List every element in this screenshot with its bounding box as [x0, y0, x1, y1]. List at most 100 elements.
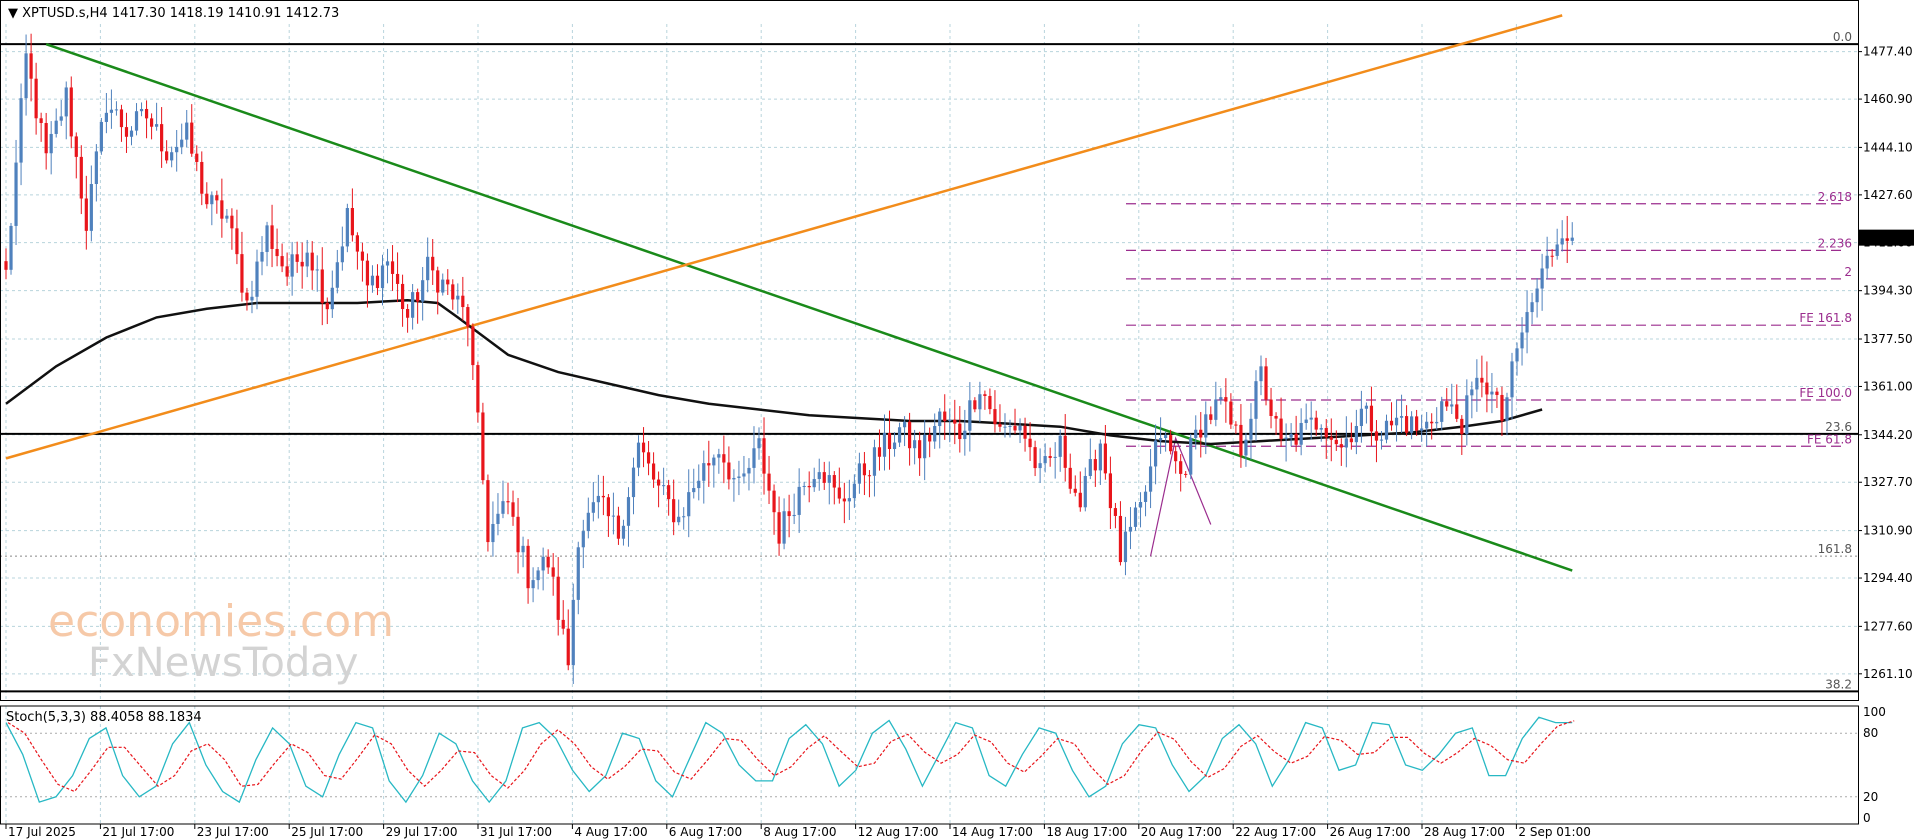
candle-body	[69, 87, 73, 137]
candle-body	[44, 123, 48, 154]
candle-body	[1394, 417, 1399, 426]
candle-body	[902, 421, 907, 428]
candle-body	[79, 156, 83, 199]
candle-body	[144, 108, 149, 119]
candle-body	[285, 266, 289, 277]
candle-body	[923, 434, 927, 459]
candle-body	[1274, 415, 1278, 419]
candle-body	[325, 302, 329, 310]
candle-body	[837, 487, 841, 499]
ret-label-3: 38.2	[1825, 677, 1852, 691]
fib-label-5: FE 61.8	[1807, 432, 1852, 446]
candle-body	[1123, 531, 1128, 563]
candle-body	[1098, 443, 1102, 471]
candle-body	[702, 463, 706, 481]
candle-body	[677, 516, 681, 523]
candle-body	[852, 483, 856, 499]
candle-body	[682, 516, 686, 518]
frame	[0, 0, 1859, 825]
axes: 1477.401460.901444.101427.601411.001394.…	[5, 45, 1914, 839]
candle-body	[611, 515, 616, 517]
candle-body	[1028, 438, 1032, 448]
candle-body	[1264, 366, 1268, 400]
candle-body	[14, 162, 18, 226]
fib-label-4: FE 100.0	[1799, 386, 1852, 400]
candle-body	[496, 513, 500, 524]
candle-body	[255, 261, 259, 297]
candle-body	[672, 499, 676, 523]
candle-body	[129, 130, 134, 137]
candle-body	[481, 412, 485, 481]
candle-body	[1309, 417, 1313, 420]
candle-body	[521, 545, 525, 553]
candle-body	[160, 124, 164, 152]
candle-body	[581, 531, 585, 548]
trendline-orange[interactable]	[5, 14, 1563, 460]
candle-body	[1339, 444, 1343, 448]
fib-label-3: FE 161.8	[1799, 311, 1852, 325]
ret-label-0: 0.0	[1833, 30, 1852, 44]
candle-body	[355, 235, 359, 252]
x-tick-label-8: 8 Aug 17:00	[763, 825, 836, 839]
candle-body	[300, 261, 304, 267]
candle-body	[175, 146, 179, 153]
candle-body	[1555, 244, 1559, 256]
candle-body	[426, 256, 430, 281]
candle-body	[892, 442, 897, 450]
candle-body	[1314, 417, 1318, 430]
candle-body	[139, 108, 144, 112]
trendline-green[interactable]	[45, 42, 1573, 572]
candle-body	[360, 251, 365, 261]
y-tick-label-7: 1361.00	[1863, 379, 1913, 393]
y-tick-label-5: 1394.30	[1863, 284, 1913, 298]
candle-body	[812, 479, 816, 488]
x-tick-label-1: 21 Jul 17:00	[102, 825, 174, 839]
candle-body	[1143, 491, 1148, 502]
candle-body	[29, 53, 33, 79]
candle-body	[526, 545, 530, 589]
candle-body	[4, 261, 8, 270]
trendlines[interactable]	[5, 14, 1573, 572]
candle-body	[817, 472, 821, 480]
candle-body	[707, 463, 711, 466]
candle-body	[1239, 424, 1243, 456]
x-tick-label-9: 12 Aug 17:00	[858, 825, 939, 839]
candle-body	[1440, 401, 1444, 422]
candle-body	[225, 215, 229, 219]
candle-body	[1219, 397, 1223, 400]
candle-body	[531, 580, 535, 589]
candle-body	[1113, 508, 1118, 516]
fib-zigzag	[1149, 436, 1212, 557]
candle-body	[370, 275, 375, 286]
y-tick-label-12: 1277.60	[1863, 619, 1913, 633]
candle-body	[1399, 416, 1404, 418]
candle-body	[335, 262, 339, 288]
candle-body	[551, 567, 555, 577]
last-price-tag	[1859, 229, 1914, 246]
candle-body	[350, 208, 354, 236]
candle-body	[857, 463, 861, 484]
candle-body	[596, 495, 600, 503]
candle-body	[797, 486, 801, 515]
x-tick-label-15: 28 Aug 17:00	[1424, 825, 1505, 839]
candle-body	[737, 476, 741, 478]
candle-body	[556, 576, 560, 620]
candle-body	[1008, 425, 1012, 427]
candle-body	[742, 473, 746, 477]
candle-body	[1324, 428, 1328, 438]
candle-body	[908, 421, 912, 449]
candle-body	[1073, 488, 1077, 493]
candle-body	[882, 432, 887, 457]
candle-body	[240, 254, 244, 293]
candle-body	[421, 280, 425, 302]
candle-body	[576, 547, 580, 600]
stoch-header: Stoch(5,3,3) 88.4058 88.1834	[6, 710, 202, 725]
candle-body	[1415, 416, 1419, 431]
candle-body	[1565, 238, 1569, 241]
candle-body	[385, 261, 390, 266]
x-tick-label-4: 29 Jul 17:00	[386, 825, 458, 839]
candle-body	[978, 394, 982, 410]
candle-body	[59, 116, 63, 121]
candle-body	[1475, 377, 1479, 390]
